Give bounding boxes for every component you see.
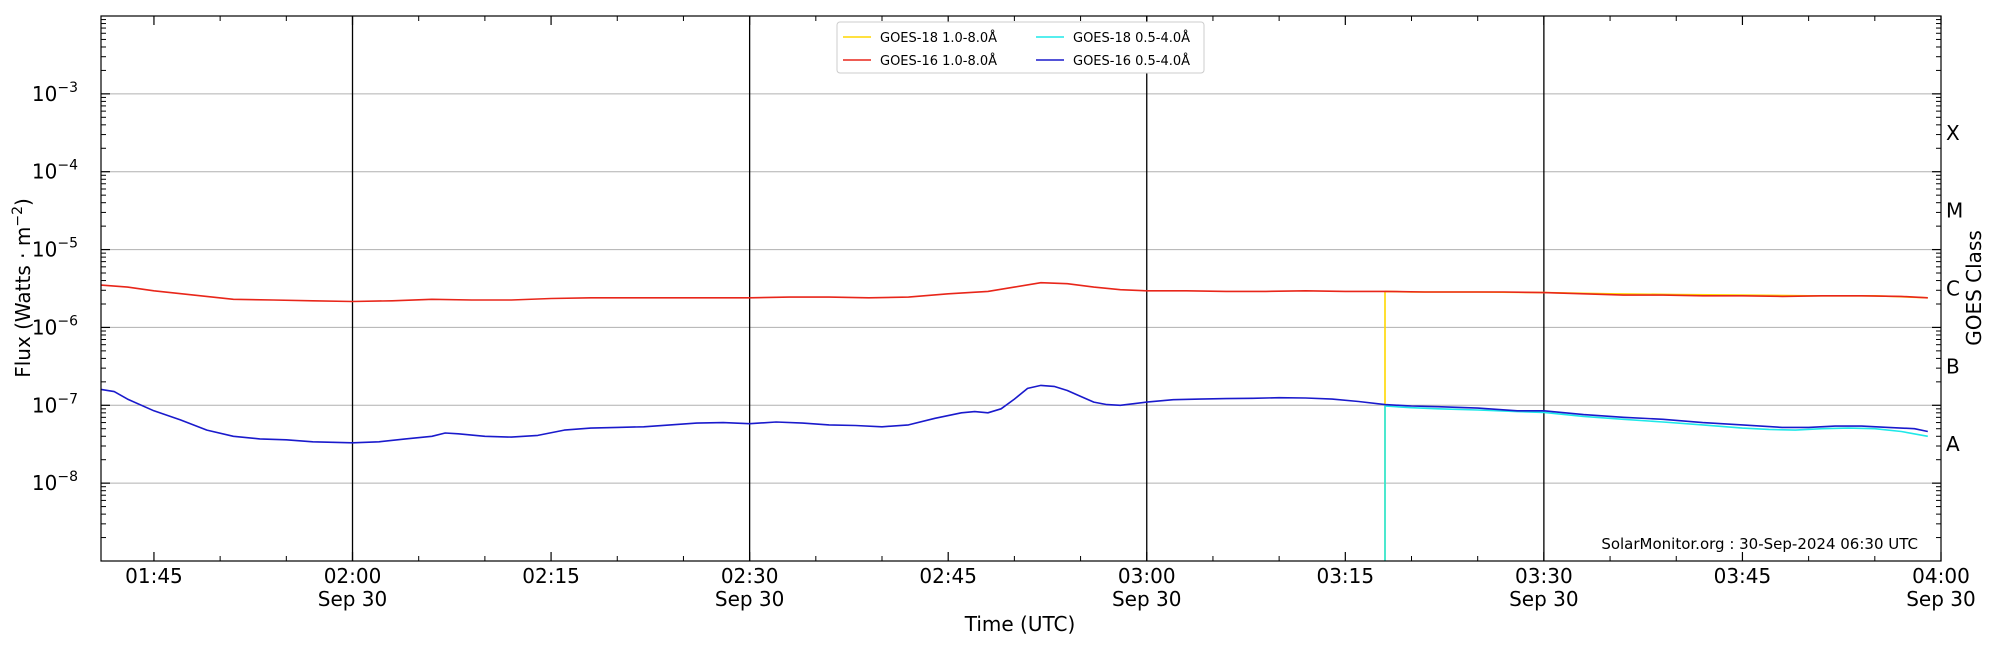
- y-tick-label: 10−6: [32, 313, 78, 339]
- credit-text: SolarMonitor.org : 30-Sep-2024 06:30 UTC: [1601, 535, 1918, 553]
- y-tick-exponent: −3: [57, 80, 78, 96]
- legend-entry-label: GOES-18 1.0-8.0Å: [880, 30, 997, 46]
- legend-entry-label: GOES-16 0.5-4.0Å: [1073, 53, 1190, 69]
- goes-class-label: A: [1946, 432, 1960, 456]
- x-tick-date-label: Sep 30: [1112, 587, 1182, 611]
- x-tick-date-label: Sep 30: [318, 587, 388, 611]
- series-line-1: [100, 281, 1928, 303]
- y-tick-exponent: −4: [57, 158, 78, 174]
- x-axis-label: Time (UTC): [964, 612, 1076, 636]
- x-tick-date-label: Sep 30: [1906, 587, 1976, 611]
- goes-class-label: C: [1946, 277, 1960, 301]
- x-tick-label: 03:15: [1316, 564, 1374, 588]
- goes-class-axis-label: GOES Class: [1962, 230, 1986, 346]
- x-tick-label: 01:45: [125, 564, 183, 588]
- y-axis-label: Flux (Watts · m−2): [10, 198, 35, 378]
- y-tick-label: 10−7: [32, 391, 78, 417]
- y-tick-exponent: −7: [57, 391, 78, 407]
- x-tick-label: 02:15: [522, 564, 580, 588]
- x-tick-label: 02:45: [919, 564, 977, 588]
- goes-class-label: B: [1946, 354, 1960, 378]
- y-tick-label: 10−3: [32, 80, 78, 106]
- series-layer: [100, 281, 1928, 561]
- legend-box: [836, 21, 1205, 74]
- goes-class-label: M: [1946, 199, 1963, 223]
- y-tick-base: 10: [32, 160, 57, 184]
- y-tick-base: 10: [32, 238, 57, 262]
- y-tick-base: 10: [32, 393, 57, 417]
- y-tick-label: 10−8: [32, 469, 78, 495]
- y-tick-exponent: −8: [57, 469, 78, 485]
- y-tick-base: 10: [32, 82, 57, 106]
- legend-entry-label: GOES-16 1.0-8.0Å: [880, 53, 997, 69]
- y-axis-label-close: ): [11, 198, 35, 206]
- y-tick-label: 10−4: [32, 158, 78, 184]
- plot-frame: [100, 15, 1942, 562]
- series-line-3: [100, 384, 1928, 444]
- y-tick-exponent: −6: [57, 313, 78, 329]
- y-axis-label-exp: −2: [10, 206, 26, 227]
- series-line-2: [1384, 405, 1928, 561]
- x-tick-label: 02:00: [324, 564, 382, 588]
- x-tick-label: 03:30: [1515, 564, 1573, 588]
- y-tick-exponent: −5: [57, 236, 78, 252]
- y-axis-label-main: Flux (Watts · m: [11, 227, 35, 378]
- x-tick-date-label: Sep 30: [715, 587, 785, 611]
- y-tick-base: 10: [32, 471, 57, 495]
- x-tick-label: 03:45: [1714, 564, 1772, 588]
- grid-layer: [101, 93, 1941, 484]
- x-tick-date-label: Sep 30: [1509, 587, 1579, 611]
- x-tick-label: 03:00: [1118, 564, 1176, 588]
- goes-class-label: X: [1946, 121, 1960, 145]
- legend-entry-label: GOES-18 0.5-4.0Å: [1073, 30, 1190, 46]
- y-tick-label: 10−5: [32, 236, 78, 262]
- y-tick-base: 10: [32, 315, 57, 339]
- x-tick-label: 02:30: [721, 564, 779, 588]
- legend: GOES-18 1.0-8.0Å GOES-16 1.0-8.0Å GOES-18 …: [836, 21, 1205, 74]
- day-marker-lines: [351, 16, 1545, 561]
- x-tick-label: 04:00: [1912, 564, 1970, 588]
